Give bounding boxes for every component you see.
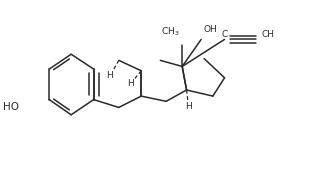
Text: C: C xyxy=(221,30,228,39)
Text: H: H xyxy=(127,79,134,88)
Text: OH: OH xyxy=(203,25,217,34)
Text: H: H xyxy=(106,71,112,80)
Text: H: H xyxy=(186,102,192,111)
Text: CH: CH xyxy=(261,30,274,39)
Text: HO: HO xyxy=(3,102,19,112)
Text: CH$_3$: CH$_3$ xyxy=(161,25,179,38)
